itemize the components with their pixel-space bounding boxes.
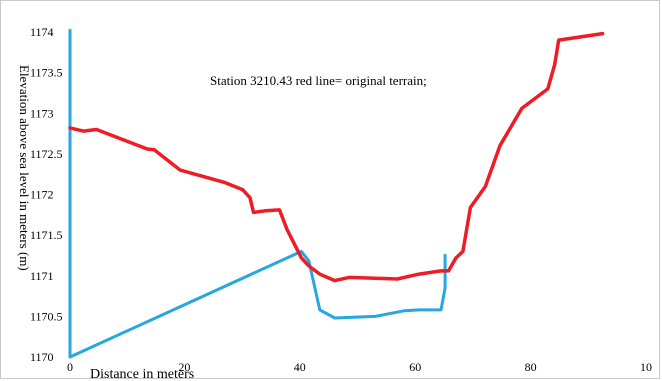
y-tick-label: 1171	[30, 269, 54, 283]
x-axis-label: Distance in meters	[90, 367, 194, 381]
y-tick-label: 1173.5	[30, 66, 63, 80]
series-line-design	[68, 28, 447, 359]
y-axis-label: Elevation above sea level in meters (m)	[17, 65, 32, 271]
y-tick-label: 1170.5	[30, 309, 63, 323]
y-tick-label: 1172.5	[30, 147, 63, 161]
series-line-terrain	[68, 31, 605, 283]
x-tick-label: 10	[640, 360, 652, 374]
chart-annotation: Station 3210.43 red line= original terra…	[210, 73, 427, 88]
y-tick-label: 1174	[30, 25, 54, 39]
y-tick-label: 1171.5	[30, 228, 63, 242]
x-tick-label: 60	[409, 360, 421, 374]
x-tick-label: 20	[178, 360, 190, 374]
x-tick-label: 80	[525, 360, 537, 374]
series-layer	[68, 28, 605, 359]
y-axis-ticks: 1170 1170.5 1171 1171.5 1172 1172.5 1173 1173.5…	[30, 25, 63, 364]
x-axis-ticks: 0 20 40 60 80 10	[67, 360, 652, 374]
y-tick-label: 1170	[30, 350, 54, 364]
x-tick-label: 0	[67, 360, 73, 374]
x-tick-label: 40	[294, 360, 306, 374]
y-tick-label: 1173	[30, 106, 54, 120]
y-tick-label: 1172	[30, 188, 54, 202]
